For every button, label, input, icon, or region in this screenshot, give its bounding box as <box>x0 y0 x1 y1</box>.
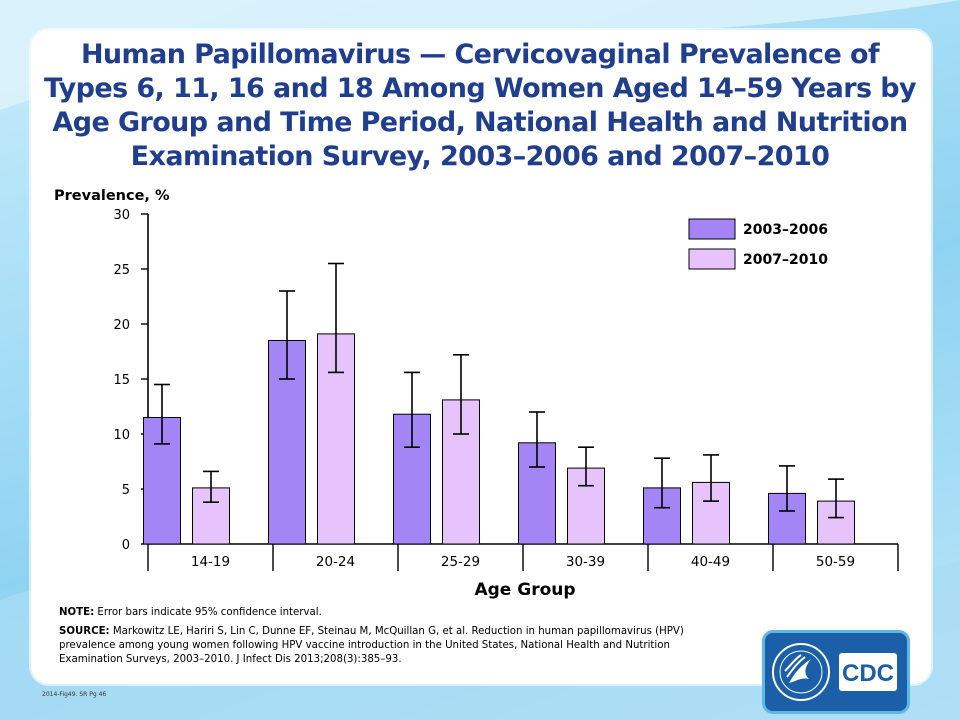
y-tick-label: 10 <box>113 428 130 443</box>
legend-label: 2007–2010 <box>743 252 828 268</box>
legend-swatch <box>688 248 736 270</box>
x-tick-label: 50-59 <box>816 554 855 570</box>
x-tick-label: 20-24 <box>316 554 355 570</box>
y-tick-label: 5 <box>122 483 130 498</box>
cdc-logo-text: CDC <box>842 660 894 687</box>
note-text: Error bars indicate 95% confidence inter… <box>94 607 322 618</box>
source-text: Markowitz LE, Hariri S, Lin C, Dunne EF,… <box>59 626 684 665</box>
y-tick-label: 15 <box>113 373 130 388</box>
hhs-eagle-icon: CDC <box>772 643 897 701</box>
x-tick-label: 25-29 <box>441 554 480 570</box>
content-panel <box>31 30 931 684</box>
legend-label: 2003–2006 <box>743 222 828 238</box>
legend-swatch <box>688 218 736 240</box>
chart-title: Human Papillomavirus — Cervicovaginal Pr… <box>44 39 917 172</box>
footer-code: 2014-Fig49. SR Pg 46 <box>42 691 107 698</box>
x-tick-label: 40-49 <box>691 554 730 570</box>
source-line: SOURCE: Markowitz LE, Hariri S, Lin C, D… <box>59 625 699 667</box>
y-tick-label: 0 <box>122 538 130 553</box>
y-axis-label: Prevalence, % <box>54 188 170 204</box>
source-label: SOURCE: <box>59 626 110 637</box>
x-tick-label: 14-19 <box>191 554 230 570</box>
x-axis-label: Age Group <box>474 580 575 600</box>
x-tick-label: 30-39 <box>566 554 605 570</box>
cdc-logo: CDC <box>765 633 907 711</box>
y-tick-label: 25 <box>113 263 130 278</box>
y-tick-label: 30 <box>113 208 130 223</box>
note-line: NOTE: Error bars indicate 95% confidence… <box>59 606 699 620</box>
note-label: NOTE: <box>59 607 95 618</box>
y-tick-label: 20 <box>113 318 130 333</box>
notes-block: NOTE: Error bars indicate 95% confidence… <box>59 606 699 672</box>
